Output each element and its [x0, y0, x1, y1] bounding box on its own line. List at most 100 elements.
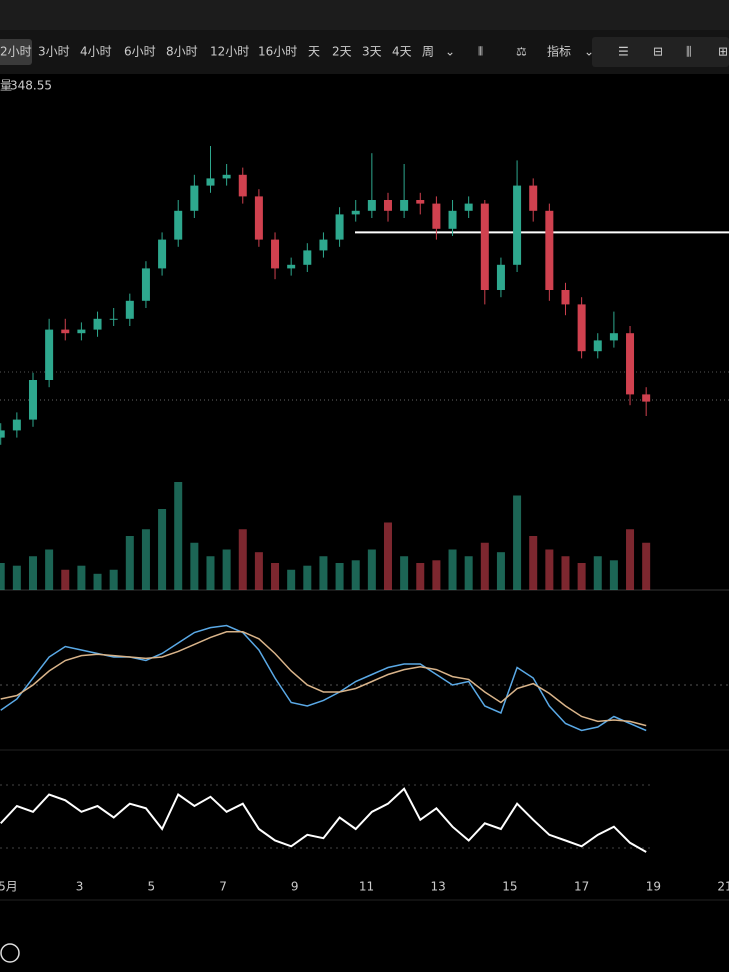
- candle-body: [448, 210, 457, 229]
- volume-bar: [0, 563, 5, 590]
- tool-icon[interactable]: ☰: [618, 45, 629, 59]
- timeframe-tab[interactable]: 周: [422, 45, 434, 59]
- volume-bar: [432, 560, 441, 590]
- candle-body: [93, 318, 102, 330]
- status-bar: [0, 0, 729, 30]
- candle-body: [141, 268, 150, 301]
- candle-body: [0, 430, 5, 438]
- tool-icon[interactable]: ⫼: [686, 45, 692, 59]
- volume-bar: [529, 536, 538, 590]
- toolbar-icon[interactable]: ⫴: [478, 45, 483, 59]
- candle-body: [529, 185, 538, 211]
- x-tick-label: 3: [76, 880, 84, 894]
- volume-bar: [174, 482, 183, 590]
- volume-bar: [45, 549, 54, 590]
- volume-bar: [158, 509, 167, 590]
- candle-body: [367, 200, 376, 211]
- volume-bar: [28, 556, 37, 590]
- volume-bar: [626, 529, 635, 590]
- timeframe-tab[interactable]: 2天: [332, 45, 352, 59]
- volume-bar: [561, 556, 570, 590]
- tool-icon[interactable]: ⊟: [653, 45, 663, 59]
- candle-body: [593, 340, 602, 352]
- x-tick-label: 19: [646, 880, 661, 894]
- candle-body: [61, 329, 70, 334]
- volume-bar: [12, 565, 21, 590]
- candle-body: [561, 290, 570, 305]
- volume-bar: [109, 569, 118, 590]
- volume-bar: [125, 536, 134, 590]
- candle-body: [577, 304, 586, 352]
- timeframe-tab[interactable]: 8小时: [166, 45, 198, 59]
- candle-body: [28, 380, 37, 420]
- volume-bar: [593, 556, 602, 590]
- candle-body: [125, 300, 134, 319]
- candle-body: [496, 264, 505, 290]
- timeframe-tab[interactable]: 天: [308, 45, 320, 59]
- timeframe-tab[interactable]: 3小时: [38, 45, 70, 59]
- volume-bar: [383, 522, 392, 590]
- volume-bar: [496, 552, 505, 590]
- candle-body: [12, 419, 21, 431]
- volume-bar: [545, 549, 554, 590]
- rsi-line: [0, 787, 647, 853]
- timeframe-tab[interactable]: 4天: [392, 45, 412, 59]
- timeframe-tab[interactable]: 16小时: [258, 45, 297, 59]
- active-tab: [0, 39, 32, 65]
- candle-body: [432, 203, 441, 229]
- volume-bar: [93, 573, 102, 590]
- volume-bar: [642, 542, 651, 590]
- volume-value: 348.55: [10, 79, 52, 93]
- volume-bar: [222, 549, 231, 590]
- timeframe-tab[interactable]: 4小时: [80, 45, 112, 59]
- volume-bar: [335, 563, 344, 590]
- x-tick-label: 13: [431, 880, 446, 894]
- bottom-icon[interactable]: [0, 943, 20, 963]
- volume-bar: [77, 565, 86, 590]
- candle-body: [626, 333, 635, 395]
- candle-body: [319, 239, 328, 251]
- timeframe-tab[interactable]: 6小时: [124, 45, 156, 59]
- candle-body: [416, 200, 425, 204]
- timeframe-tab[interactable]: 2小时: [0, 45, 32, 59]
- volume-bar: [206, 556, 215, 590]
- candle-body: [254, 196, 263, 240]
- volume-bar: [577, 563, 586, 590]
- dropdown-arrow: ⌄: [445, 45, 455, 59]
- volume-bar: [513, 495, 522, 590]
- candle-body: [400, 200, 409, 211]
- candle-body: [109, 318, 118, 320]
- candle-body: [642, 394, 651, 402]
- x-tick-label: 21: [717, 880, 729, 894]
- tool-icon[interactable]: ⊞: [718, 45, 728, 59]
- volume-label: 量: [0, 79, 12, 93]
- volume-bar: [238, 529, 247, 590]
- timeframe-tab[interactable]: 12小时: [210, 45, 249, 59]
- toolbar-icon[interactable]: ⚖: [516, 45, 527, 59]
- volume-bar: [141, 529, 150, 590]
- candle-body: [158, 239, 167, 269]
- candle-body: [287, 264, 296, 269]
- volume-bar: [61, 569, 70, 590]
- indicator-button[interactable]: 指标: [547, 44, 571, 59]
- macd-line: [0, 631, 647, 727]
- drawing-tools: [592, 37, 729, 67]
- candle-body: [351, 210, 360, 215]
- x-tick-label: 9: [291, 880, 299, 894]
- candle-body: [222, 174, 231, 179]
- candle-body: [303, 250, 312, 265]
- x-tick-label: 7: [219, 880, 227, 894]
- candle-body: [335, 214, 344, 240]
- volume-bar: [400, 556, 409, 590]
- candle-body: [77, 329, 86, 334]
- volume-bar: [271, 563, 280, 590]
- volume-bar: [190, 542, 199, 590]
- volume-bar: [448, 549, 457, 590]
- volume-bar: [303, 565, 312, 590]
- timeframe-tab[interactable]: 3天: [362, 45, 382, 59]
- candle-body: [609, 333, 618, 341]
- candle-body: [383, 200, 392, 211]
- volume-bar: [416, 563, 425, 590]
- volume-bar: [609, 560, 618, 590]
